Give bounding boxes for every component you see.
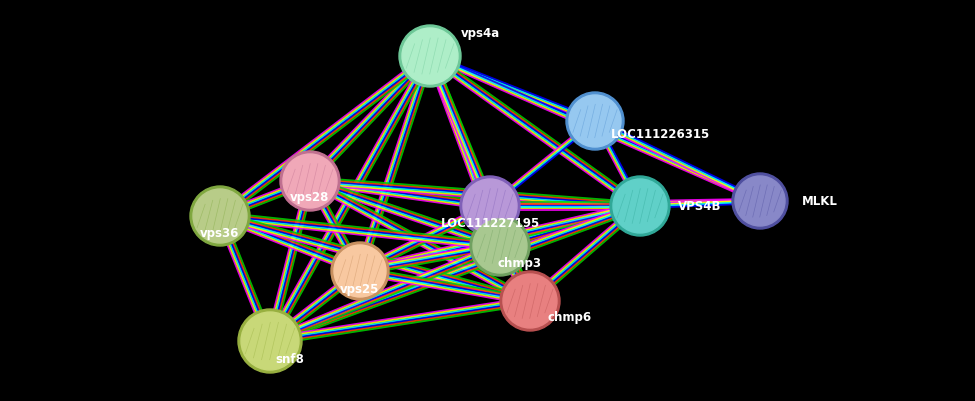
Circle shape xyxy=(566,93,624,151)
Circle shape xyxy=(241,312,299,370)
Text: chmp6: chmp6 xyxy=(548,311,592,324)
Circle shape xyxy=(402,29,458,85)
Circle shape xyxy=(399,26,461,88)
Circle shape xyxy=(503,274,557,328)
Text: vps36: vps36 xyxy=(200,227,240,240)
Text: vps25: vps25 xyxy=(340,283,379,296)
Circle shape xyxy=(193,190,247,243)
Circle shape xyxy=(569,96,621,148)
Circle shape xyxy=(238,309,302,373)
Text: MLKL: MLKL xyxy=(802,195,838,208)
Text: LOC111226315: LOC111226315 xyxy=(610,127,710,140)
Text: VPS4B: VPS4B xyxy=(679,200,722,213)
Circle shape xyxy=(463,180,517,233)
Circle shape xyxy=(460,176,520,237)
Circle shape xyxy=(334,245,386,297)
Circle shape xyxy=(735,176,785,227)
Text: snf8: snf8 xyxy=(276,352,304,366)
Text: vps4a: vps4a xyxy=(460,27,499,41)
Circle shape xyxy=(610,176,670,237)
Text: LOC111227195: LOC111227195 xyxy=(441,217,539,230)
Text: chmp3: chmp3 xyxy=(498,257,542,270)
Circle shape xyxy=(190,186,250,246)
Circle shape xyxy=(500,271,560,331)
Circle shape xyxy=(613,180,667,233)
Circle shape xyxy=(470,217,530,276)
Circle shape xyxy=(331,242,389,300)
Circle shape xyxy=(473,219,527,273)
Circle shape xyxy=(732,174,788,229)
Circle shape xyxy=(283,155,337,209)
Circle shape xyxy=(280,152,340,211)
Text: vps28: vps28 xyxy=(291,191,330,204)
